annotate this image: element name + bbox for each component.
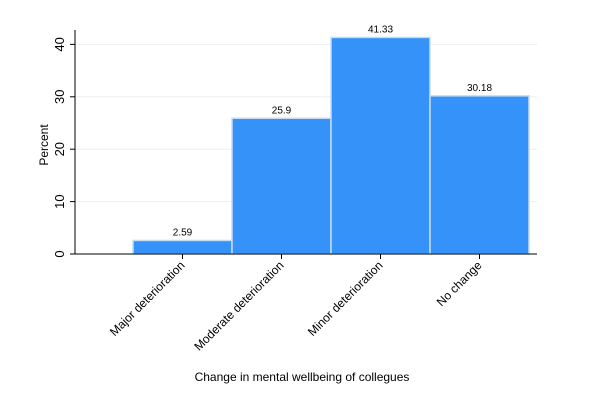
y-tick-label: 40 bbox=[52, 37, 67, 51]
y-axis-title: Percent bbox=[37, 124, 51, 166]
y-tick-label: 20 bbox=[52, 142, 67, 156]
bar bbox=[330, 36, 431, 255]
y-tick-label: 10 bbox=[52, 194, 67, 208]
x-tick-label: Major deterioration bbox=[107, 258, 188, 339]
bar bbox=[132, 239, 233, 255]
x-tick-label: Minor deterioration bbox=[305, 258, 386, 339]
axes bbox=[74, 30, 537, 255]
bar bbox=[429, 95, 530, 255]
data-label: 25.9 bbox=[272, 105, 292, 116]
data-label: 41.33 bbox=[368, 24, 393, 35]
data-labels: 2.59 25.9 41.33 30.18 bbox=[173, 24, 493, 238]
y-tick-label: 30 bbox=[52, 90, 67, 104]
bars bbox=[132, 36, 530, 255]
y-tick-label: 0 bbox=[52, 250, 67, 257]
x-tick-label: No change bbox=[434, 258, 485, 309]
data-label: 30.18 bbox=[467, 83, 492, 94]
x-tick-label: Moderate deterioration bbox=[191, 258, 286, 353]
x-axis-title: Change in mental wellbeing of collegues bbox=[195, 370, 410, 384]
data-label: 2.59 bbox=[173, 227, 193, 238]
bar bbox=[231, 117, 332, 255]
